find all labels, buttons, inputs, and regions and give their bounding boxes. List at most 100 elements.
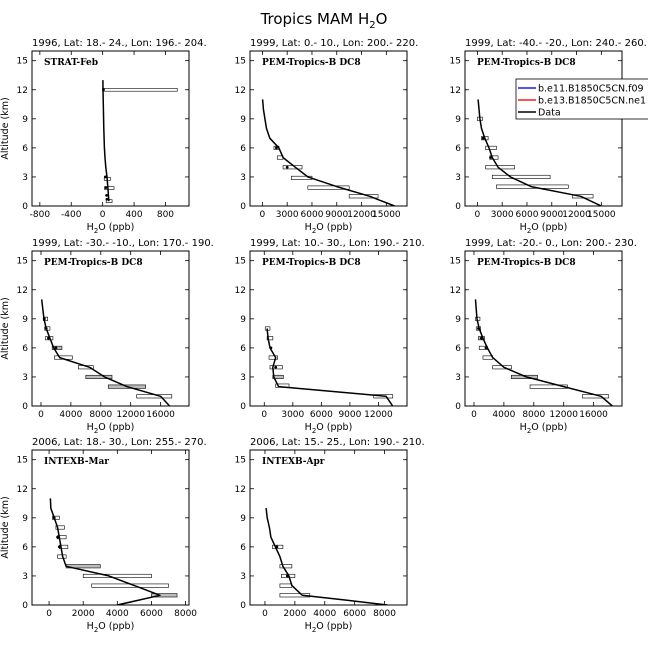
- y-tick-label: 6: [240, 543, 246, 553]
- x-tick-label: 16000: [579, 410, 608, 420]
- campaign-label: PEM-Tropics-B DC8: [262, 258, 361, 268]
- x-tick-label: 2000: [283, 609, 306, 619]
- panel-title: 1999, Lat: 0.- 10., Lon: 200.- 220.: [250, 38, 418, 49]
- x-tick-label: 8000: [522, 410, 545, 420]
- x-tick-label: 12000: [364, 410, 393, 420]
- y-tick-label: 0: [240, 402, 246, 412]
- x-tick-label: 6000: [310, 410, 333, 420]
- x-tick-label: 12000: [116, 410, 145, 420]
- x-tick-label: 3000: [276, 210, 299, 220]
- plot-frame: [464, 250, 623, 407]
- median-point: [285, 574, 289, 578]
- legend: b.e11.B1850C5CN.f09b.e13.B1850C5CN.ne1Da…: [515, 78, 648, 120]
- panel-6: 1999, Lat: -20.- 0., Lon: 200.- 230. PEM-…: [450, 238, 637, 435]
- obs-range-box: [485, 145, 497, 150]
- panel-2: 1999, Lat: 0.- 10., Lon: 200.- 220. PEM-T…: [235, 38, 419, 235]
- legend-entry-label: Data: [538, 108, 561, 119]
- y-tick-label: 12: [235, 485, 246, 495]
- y-tick-label: 0: [455, 202, 461, 212]
- obs-range-box: [266, 336, 274, 341]
- x-tick-label: 9000: [338, 410, 361, 420]
- median-point: [44, 327, 48, 330]
- campaign-label: PEM-Tropics-B DC8: [262, 58, 361, 68]
- x-tick-label: 6000: [343, 609, 366, 619]
- obs-range-box: [102, 87, 178, 92]
- y-tick-label: 0: [22, 402, 28, 412]
- x-tick-label: 0: [475, 210, 481, 220]
- campaign-label: PEM-Tropics-B DC8: [477, 58, 576, 68]
- median-point: [56, 535, 59, 539]
- x-tick-label: 9000: [540, 210, 563, 220]
- y-tick-label: 6: [455, 144, 461, 154]
- x-tick-label: 6000: [301, 210, 324, 220]
- plot-frame: [31, 449, 190, 606]
- campaign-label: INTEXB-Apr: [262, 457, 325, 467]
- plot-area: [477, 99, 602, 206]
- y-tick-label: 6: [22, 144, 28, 154]
- x-tick-label: 9000: [325, 210, 348, 220]
- plot-area: [49, 498, 178, 605]
- data-profile-line: [102, 80, 110, 202]
- x-tick-label: 6000: [140, 609, 163, 619]
- y-tick-label: 12: [235, 86, 246, 96]
- median-point: [42, 317, 46, 321]
- y-axis-label: Altitude (km): [0, 97, 11, 159]
- panel-title: 2006, Lat: 15.- 25., Lon: 190.- 210.: [250, 437, 425, 448]
- plot-area: [102, 80, 178, 203]
- x-tick-label: 4000: [492, 410, 515, 420]
- x-tick-label: 3000: [491, 210, 514, 220]
- plot-area: [265, 508, 388, 605]
- campaign-label: PEM-Tropics-B DC8: [477, 258, 576, 268]
- plot-area: [264, 326, 394, 406]
- median-point: [275, 146, 278, 150]
- y-tick-label: 0: [240, 202, 246, 212]
- median-point: [104, 186, 108, 189]
- obs-range-box: [279, 583, 293, 588]
- obs-range-box: [272, 374, 284, 379]
- plot-area: [474, 299, 613, 406]
- y-tick-label: 9: [22, 315, 28, 325]
- data-profile-line: [265, 508, 388, 605]
- y-tick-label: 15: [17, 257, 28, 267]
- x-tick-label: 0: [261, 410, 267, 420]
- y-tick-label: 9: [22, 514, 28, 524]
- panel-title: 2006, Lat: 18.- 30., Lon: 255.- 270.: [32, 437, 207, 448]
- y-tick-label: 3: [22, 373, 28, 383]
- obs-range-box: [52, 515, 60, 520]
- plot-area: [261, 99, 395, 206]
- panel-5: 1999, Lat: 10.- 30., Lon: 190.- 210. PEM-…: [235, 238, 425, 435]
- obs-range-box: [85, 374, 113, 379]
- y-tick-label: 6: [22, 344, 28, 354]
- x-axis-label: H2O (ppb): [305, 422, 353, 435]
- data-profile-line: [261, 99, 395, 206]
- obs-range-box: [511, 374, 538, 379]
- x-tick-label: 15000: [372, 210, 401, 220]
- data-profile-line: [477, 99, 602, 206]
- plot-frame: [31, 50, 190, 207]
- y-tick-label: 12: [17, 86, 28, 96]
- y-tick-label: 15: [450, 257, 461, 267]
- median-point: [484, 346, 488, 350]
- plot-frame: [249, 250, 408, 407]
- x-tick-label: 800: [157, 210, 174, 220]
- median-point: [102, 88, 105, 92]
- y-tick-label: 9: [240, 115, 246, 125]
- median-point: [105, 197, 109, 201]
- legend-entry-label: b.e13.B1850C5CN.ne1: [538, 96, 646, 107]
- median-point: [480, 336, 483, 340]
- x-tick-label: 0: [471, 410, 477, 420]
- x-tick-label: -400: [61, 210, 82, 220]
- figure-title: Tropics MAM H2O: [260, 10, 388, 31]
- x-tick-label: 15000: [587, 210, 616, 220]
- y-tick-label: 3: [22, 572, 28, 582]
- x-tick-label: 0: [262, 609, 268, 619]
- y-tick-label: 3: [22, 173, 28, 183]
- y-tick-label: 15: [235, 257, 246, 267]
- y-tick-label: 6: [240, 144, 246, 154]
- obs-range-box: [279, 593, 311, 598]
- obs-range-box: [279, 564, 293, 569]
- x-tick-label: 12000: [549, 410, 578, 420]
- y-tick-label: 15: [235, 57, 246, 67]
- obs-range-box: [82, 573, 152, 578]
- x-tick-label: 2000: [72, 609, 95, 619]
